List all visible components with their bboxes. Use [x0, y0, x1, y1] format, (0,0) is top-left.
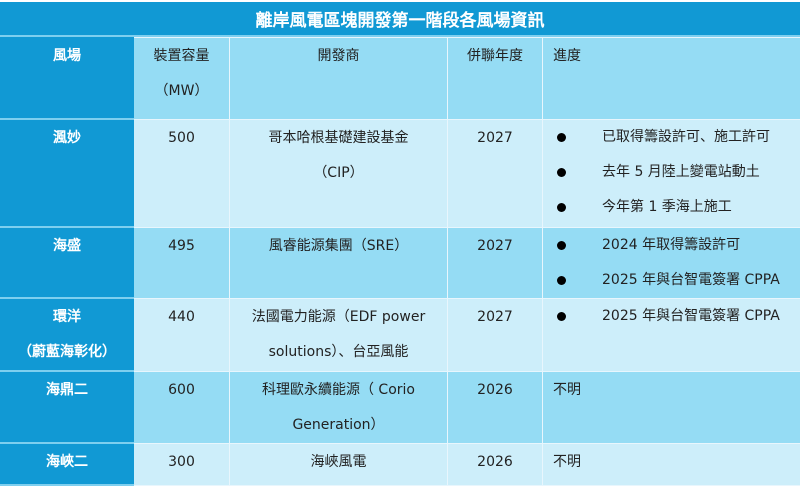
capacity: 440 [134, 298, 230, 371]
progress: 不明 [543, 443, 800, 485]
capacity: 300 [134, 443, 230, 485]
capacity: 495 [134, 227, 230, 298]
header-farm: 風場 [1, 38, 134, 120]
grid-year: 2026 [448, 371, 543, 443]
table-title: 離岸風電區塊開發第一階段各風場資訊 [0, 2, 800, 37]
farm-name: 海峽二 [1, 443, 134, 485]
bullet-icon [557, 203, 566, 212]
farm-name: 渢妙 [1, 119, 134, 227]
header-developer: 開發商 [230, 38, 448, 120]
table-row: 海鼎二 600 科理歐永續能源（ Corio Generation） 2026 … [1, 371, 800, 443]
progress-item: 2024 年取得籌設許可 [553, 228, 800, 263]
progress-item: 2025 年與台智電簽署 CPPA [553, 299, 800, 334]
developer: 海峽風電 [230, 443, 448, 485]
table-row: 渢妙 500 哥本哈根基礎建設基金 （CIP） 2027 已取得籌設許可、施工許… [1, 119, 800, 227]
progress: 已取得籌設許可、施工許可 去年 5 月陸上變電站動土 今年第 1 季海上施工 [543, 119, 800, 227]
wind-farm-table: 風場 裝置容量 （MW） 開發商 併聯年度 進度 渢妙 500 哥本哈根基礎建設… [0, 37, 800, 486]
bullet-icon [557, 241, 566, 250]
wind-farm-info-table-figure: 離岸風電區塊開發第一階段各風場資訊 風場 裝置容量 （MW） 開發商 併聯年度 … [0, 0, 800, 475]
bullet-icon [557, 168, 566, 177]
developer: 風睿能源集團（SRE） [230, 227, 448, 298]
grid-year: 2026 [448, 443, 543, 485]
grid-year: 2027 [448, 227, 543, 298]
bullet-icon [557, 276, 566, 285]
bullet-icon [557, 312, 566, 321]
progress-item: 已取得籌設許可、施工許可 [553, 120, 800, 155]
developer: 法國電力能源（EDF power solutions）、台亞風能 [230, 298, 448, 371]
developer: 哥本哈根基礎建設基金 （CIP） [230, 119, 448, 227]
table-row: 海峽二 300 海峽風電 2026 不明 [1, 443, 800, 485]
developer: 科理歐永續能源（ Corio Generation） [230, 371, 448, 443]
grid-year: 2027 [448, 119, 543, 227]
capacity: 600 [134, 371, 230, 443]
progress: 2025 年與台智電簽署 CPPA [543, 298, 800, 371]
progress-item: 2025 年與台智電簽署 CPPA [553, 263, 800, 298]
farm-name: 環洋 （蔚藍海彰化） [1, 298, 134, 371]
header-row: 風場 裝置容量 （MW） 開發商 併聯年度 進度 [1, 38, 800, 120]
table-row: 海盛 495 風睿能源集團（SRE） 2027 2024 年取得籌設許可 202… [1, 227, 800, 298]
table-row: 環洋 （蔚藍海彰化） 440 法國電力能源（EDF power solution… [1, 298, 800, 371]
grid-year: 2027 [448, 298, 543, 371]
bullet-icon [557, 133, 566, 142]
header-grid-year: 併聯年度 [448, 38, 543, 120]
capacity: 500 [134, 119, 230, 227]
header-progress: 進度 [543, 38, 800, 120]
farm-name: 海鼎二 [1, 371, 134, 443]
progress-item: 今年第 1 季海上施工 [553, 190, 800, 225]
progress: 2024 年取得籌設許可 2025 年與台智電簽署 CPPA [543, 227, 800, 298]
progress: 不明 [543, 371, 800, 443]
farm-name: 海盛 [1, 227, 134, 298]
header-capacity: 裝置容量 （MW） [134, 38, 230, 120]
progress-item: 去年 5 月陸上變電站動土 [553, 155, 800, 190]
farm-subname: （蔚藍海彰化） [1, 335, 133, 370]
